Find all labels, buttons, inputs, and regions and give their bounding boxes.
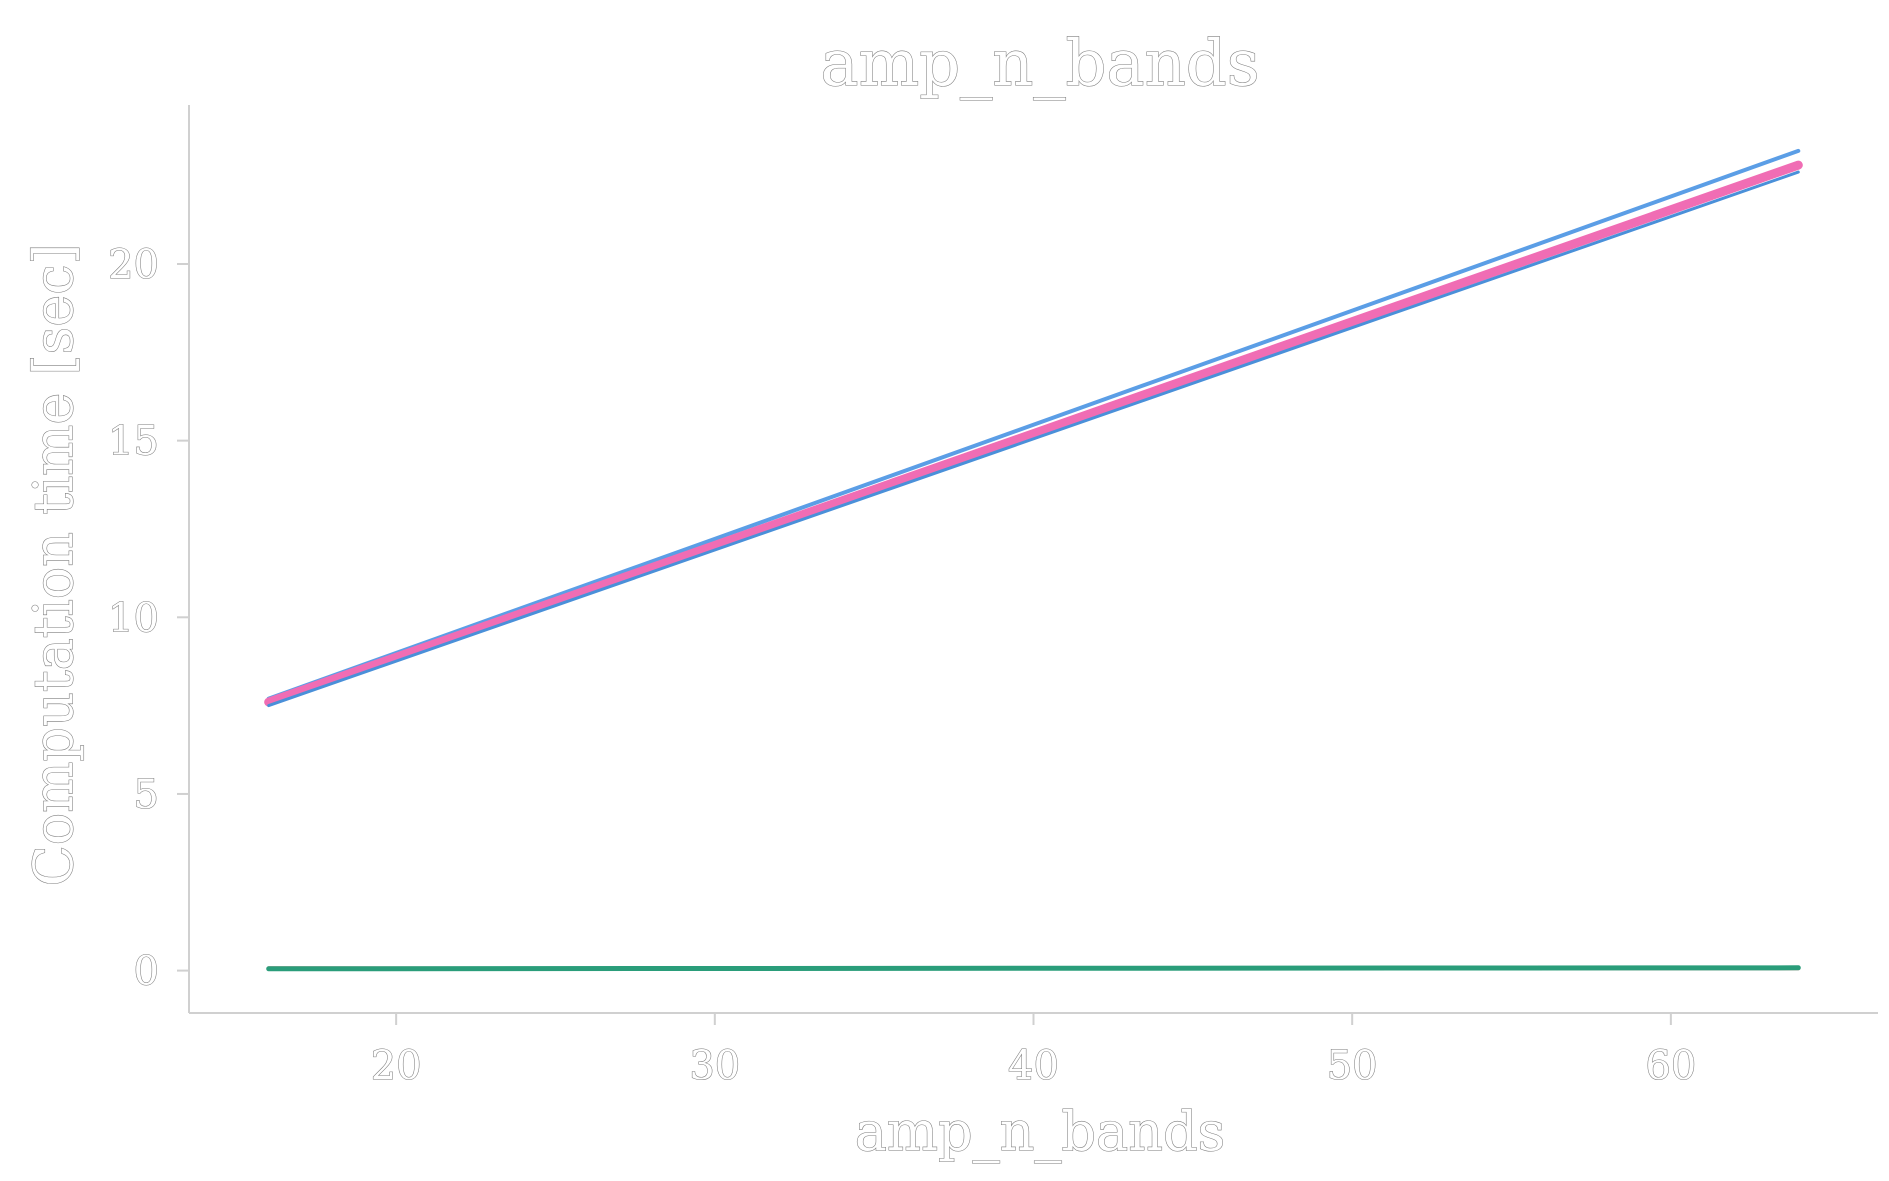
x-tick-label: 40 bbox=[1008, 1043, 1059, 1089]
x-ticks: 20 30 40 50 60 bbox=[370, 1013, 1697, 1090]
y-tick-label: 10 bbox=[108, 595, 159, 641]
x-tick-label: 60 bbox=[1645, 1043, 1696, 1089]
x-tick-label: 30 bbox=[689, 1043, 740, 1089]
x-axis-label: amp_n_bands bbox=[855, 1100, 1226, 1163]
chart-title: amp_n_bands bbox=[820, 27, 1259, 101]
y-tick-label: 0 bbox=[134, 949, 159, 995]
x-tick-label: 20 bbox=[371, 1043, 422, 1089]
series-group bbox=[264, 148, 1803, 972]
series-line-1 bbox=[266, 148, 1801, 701]
y-tick-label: 5 bbox=[134, 772, 159, 818]
series-line-3 bbox=[267, 170, 1800, 708]
y-tick-label: 20 bbox=[108, 242, 159, 288]
x-tick-label: 50 bbox=[1327, 1043, 1378, 1089]
y-tick-label: 15 bbox=[108, 419, 159, 465]
series-line-6 bbox=[266, 965, 1801, 972]
y-ticks: 0 5 10 15 20 bbox=[108, 241, 189, 995]
series-line-2 bbox=[264, 160, 1803, 707]
y-axis-label: Computation time [sec] bbox=[22, 243, 85, 886]
